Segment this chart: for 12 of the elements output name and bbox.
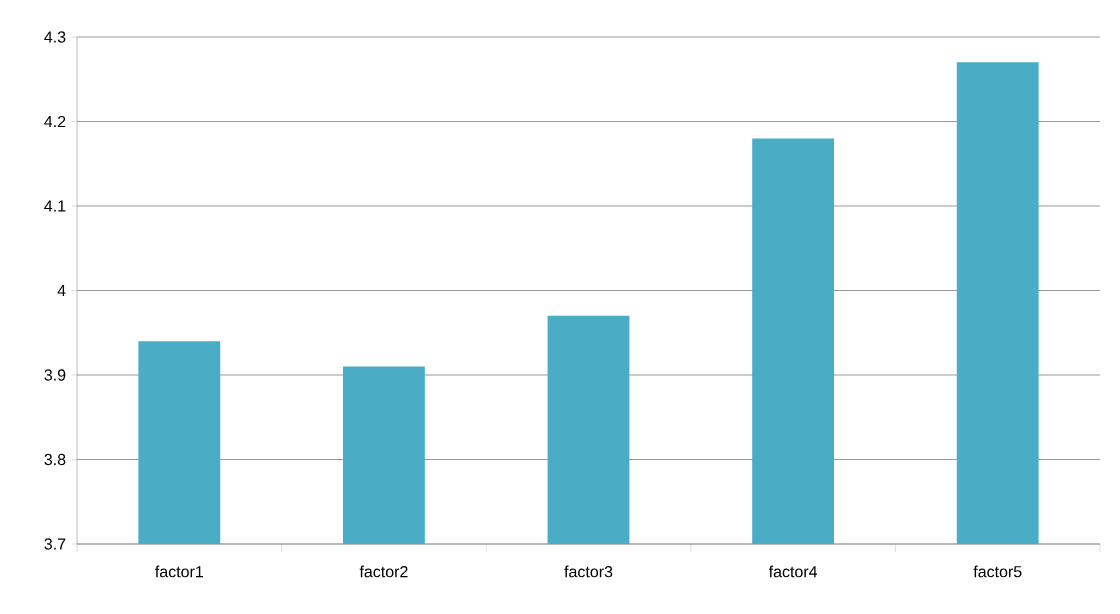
x-tick-label: factor5 — [973, 565, 1022, 578]
y-tick-label: 4 — [57, 285, 66, 296]
x-tick-label: factor3 — [564, 565, 613, 578]
y-tick-label: 3.8 — [44, 453, 66, 466]
x-tick-label: factor1 — [155, 565, 203, 578]
y-tick-label: 3.7 — [44, 538, 66, 550]
y-tick-label: 4.1 — [44, 200, 66, 212]
x-tick-label: factor2 — [359, 565, 408, 578]
x-tick-label: factor4 — [768, 565, 818, 578]
y-tick-label: 4.2 — [44, 115, 66, 128]
y-tick-label: 4.3 — [44, 31, 66, 43]
y-tick-label: 3.9 — [44, 369, 66, 381]
